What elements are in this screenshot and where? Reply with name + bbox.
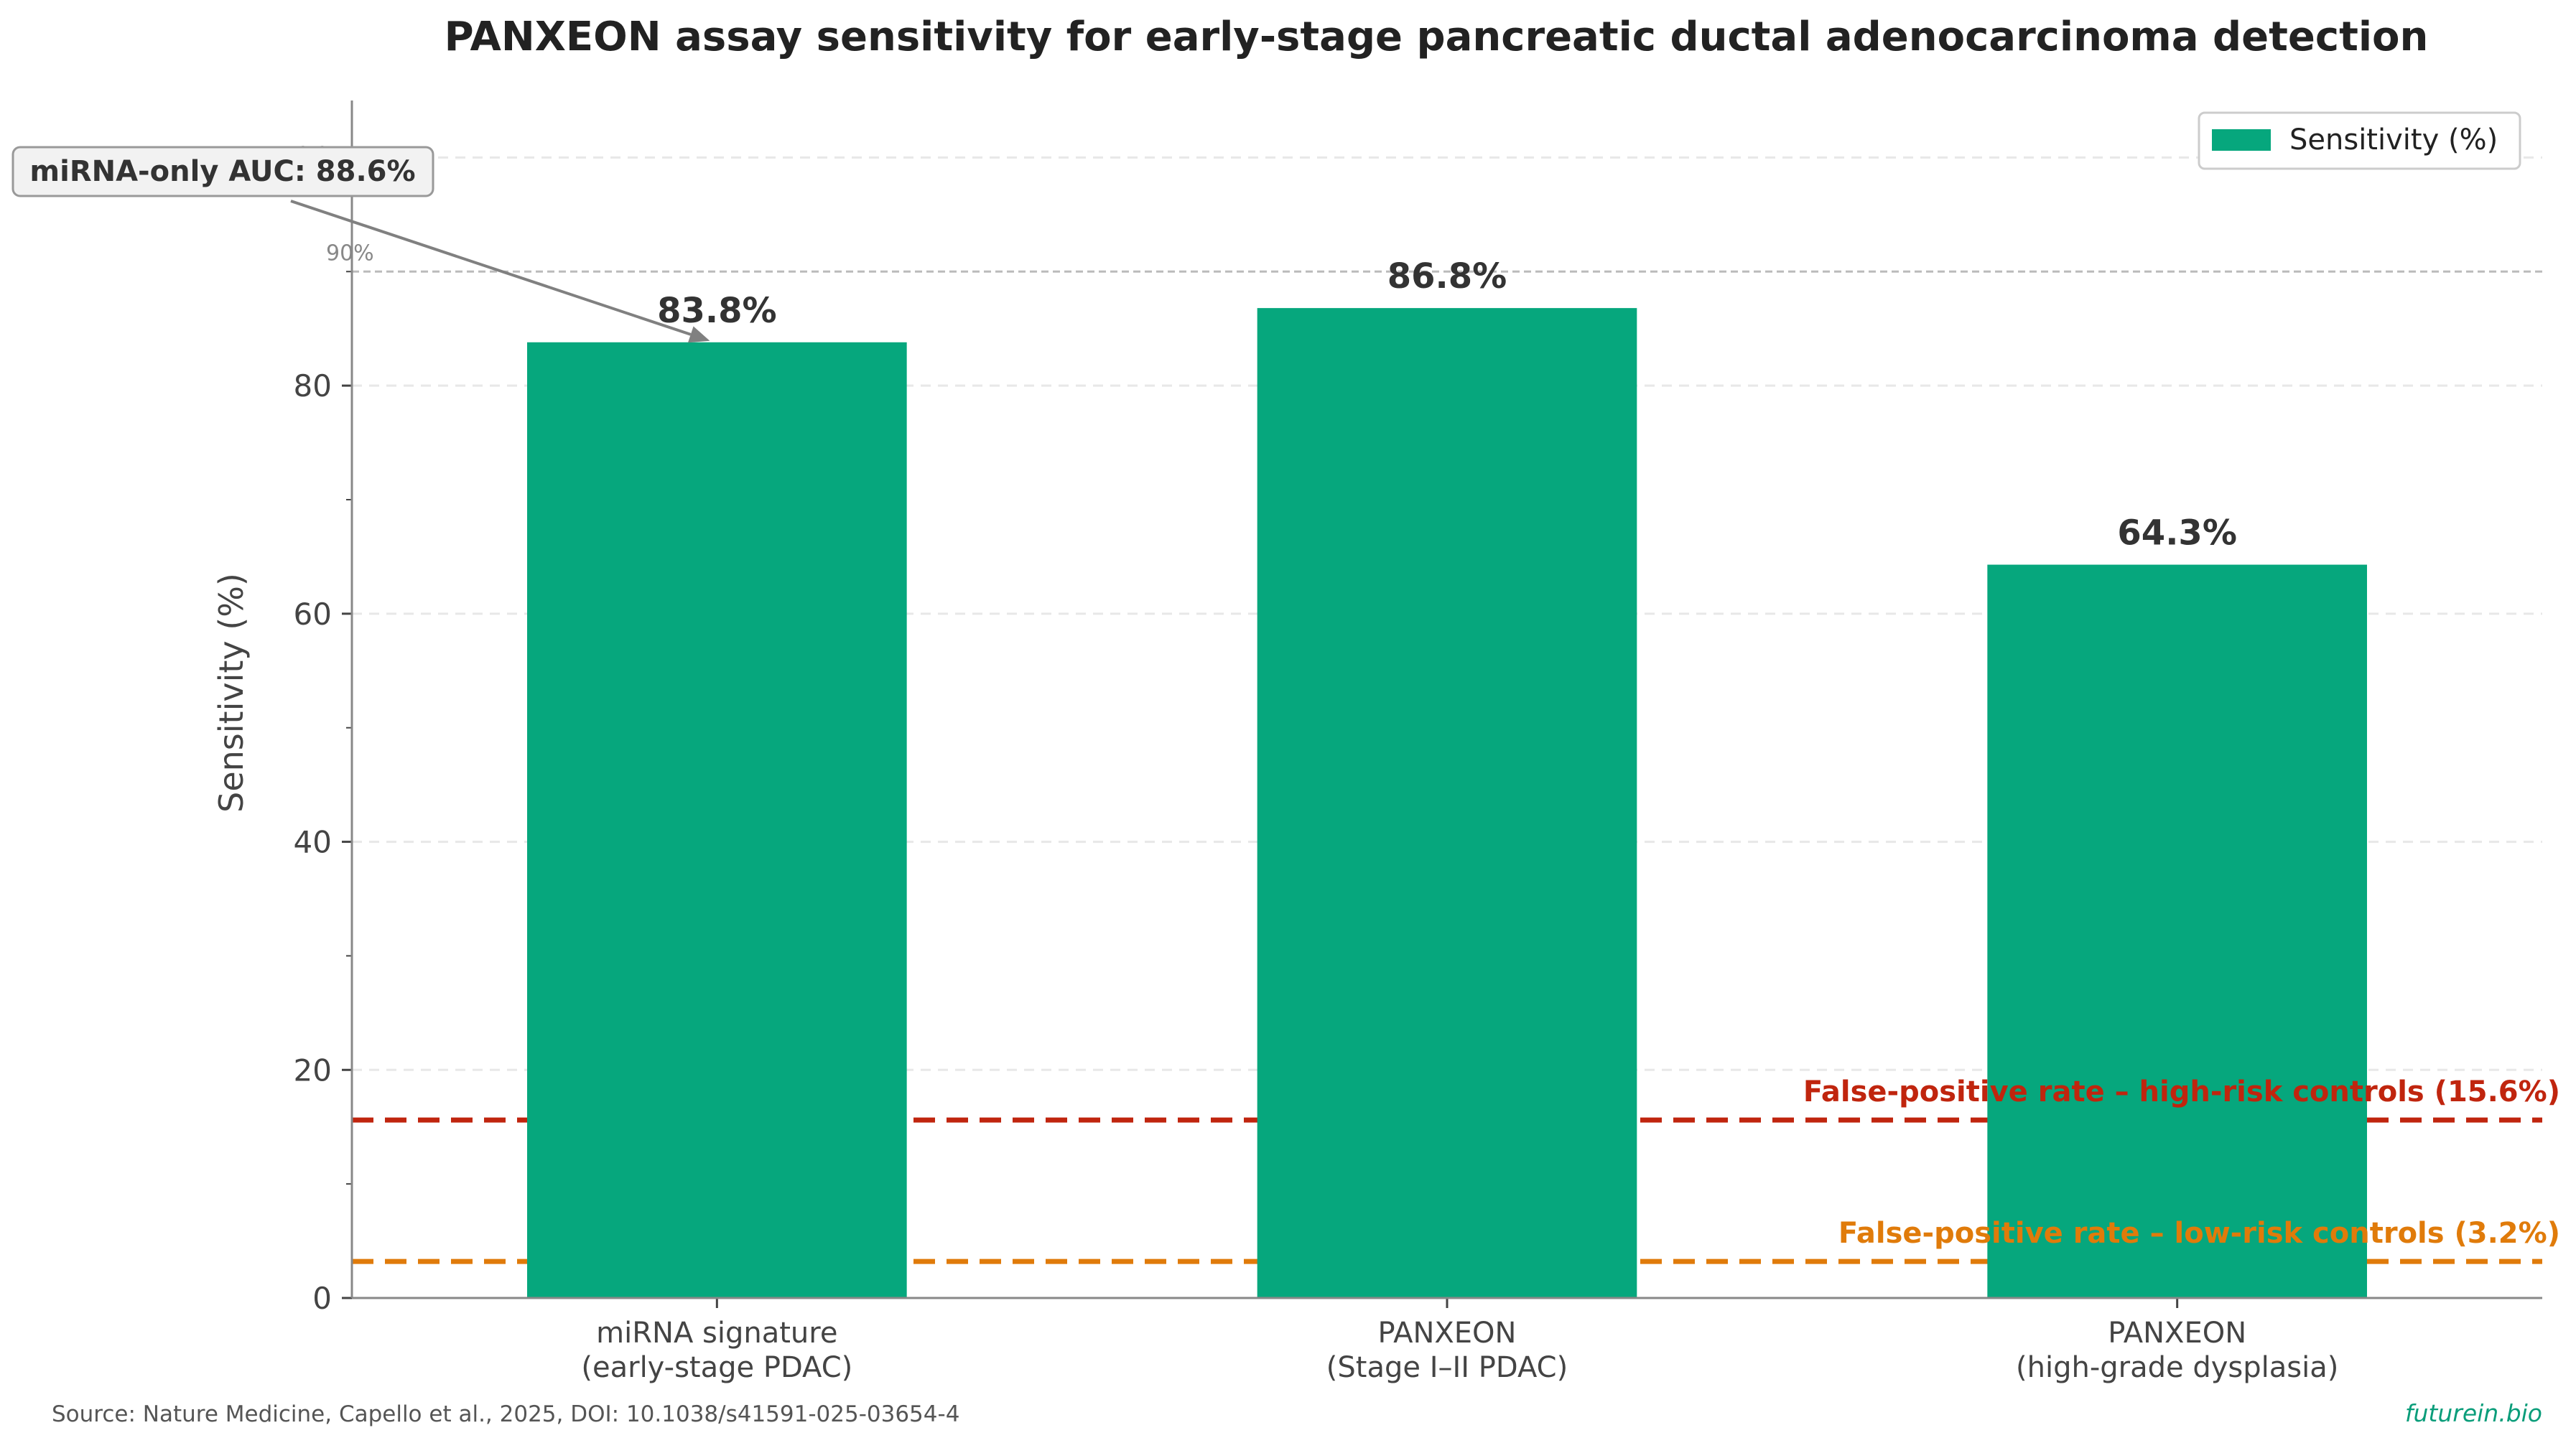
- annotation-arrow: [290, 200, 692, 336]
- reference-line-labels: 90% False-positive rate – high-risk contr…: [326, 240, 2560, 1250]
- false-positive-label: False-positive rate – low-risk controls …: [1838, 1217, 2560, 1250]
- threshold-label: 90%: [326, 240, 374, 266]
- bar: [1987, 564, 2367, 1298]
- legend-box: [2198, 111, 2521, 170]
- annotation: miRNA-only AUC: 88.6%: [11, 146, 710, 343]
- y-tick-label: 80: [294, 368, 332, 403]
- y-tick-label: 40: [294, 825, 332, 860]
- legend-swatch: [2212, 129, 2271, 151]
- legend[interactable]: Sensitivity (%): [2198, 111, 2521, 170]
- x-tick-labels: miRNA signature(early-stage PDAC) PANXEON…: [581, 1317, 2338, 1384]
- x-tick-label: PANXEON: [1378, 1317, 1517, 1350]
- x-tick-label: (Stage I–II PDAC): [1326, 1351, 1568, 1384]
- legend-label: Sensitivity (%): [2289, 123, 2498, 157]
- bar: [527, 342, 907, 1299]
- x-tick-label: (high-grade dysplasia): [2016, 1351, 2338, 1384]
- chart-title: PANXEON assay sensitivity for early-stag…: [445, 14, 2429, 60]
- bars: [527, 308, 2367, 1299]
- x-tick-label: miRNA signature: [596, 1317, 837, 1350]
- false-positive-label: False-positive rate – high-risk controls…: [1803, 1075, 2560, 1108]
- bar-value-label: 64.3%: [2117, 513, 2237, 554]
- x-tick-label: PANXEON: [2108, 1317, 2246, 1350]
- y-tick-labels: 020406080100: [274, 140, 332, 1316]
- bar-value-label: 83.8%: [657, 291, 777, 331]
- y-tick-label: 0: [312, 1281, 332, 1316]
- y-tick-label: 60: [294, 597, 332, 632]
- brand-link[interactable]: futurein.bio: [2405, 1399, 2542, 1427]
- bar-value-labels: 83.8% 86.8% 64.3%: [657, 256, 2237, 553]
- annotation-arrowhead: [687, 326, 710, 343]
- annotation-box: [11, 146, 434, 197]
- y-tick-label: 20: [294, 1052, 332, 1088]
- bar: [1257, 308, 1637, 1298]
- y-axis-label: Sensitivity (%): [212, 573, 251, 813]
- bar-value-label: 86.8%: [1387, 256, 1507, 296]
- x-tick-label: (early-stage PDAC): [581, 1351, 852, 1384]
- source-note: Source: Nature Medicine, Capello et al.,…: [52, 1401, 959, 1427]
- annotation-text: miRNA-only AUC: 88.6%: [29, 155, 415, 188]
